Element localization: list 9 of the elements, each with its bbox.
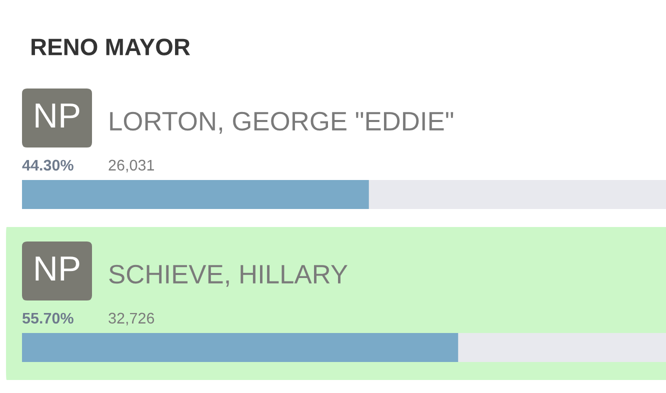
chart-title: RENO MAYOR: [32, 38, 190, 56]
annotation: NP: [36, 104, 80, 128]
data-label: 44.30%: [22, 160, 74, 171]
data-label: 55.70%: [22, 312, 74, 324]
annotation: 32,726: [108, 312, 154, 326]
y-tick-label: LORTON, GEORGE "EDDIE": [110, 112, 454, 134]
annotation: NP: [36, 256, 80, 280]
annotation: 26,031: [108, 160, 154, 172]
y-tick-label: SCHIEVE, HILLARY: [109, 264, 348, 287]
